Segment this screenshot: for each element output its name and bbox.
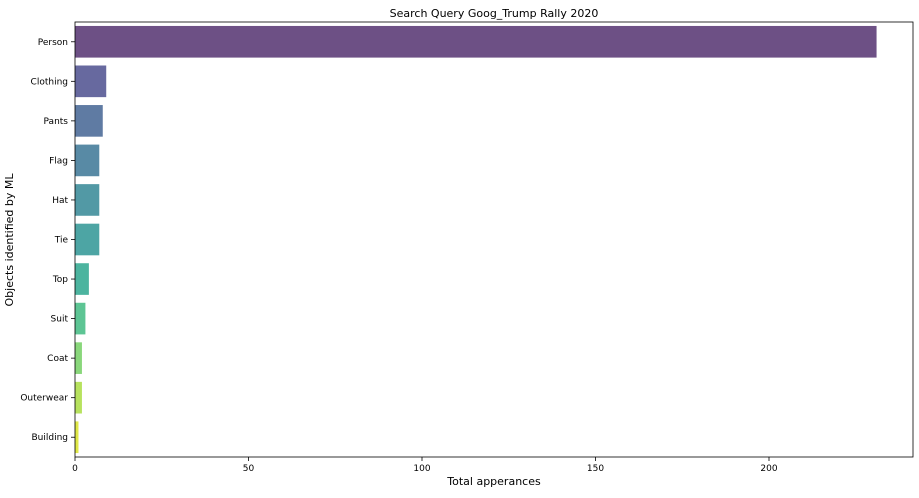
y-tick-label: Flag <box>49 156 68 166</box>
bar-clothing <box>75 65 107 98</box>
bar-hat <box>75 184 100 216</box>
y-tick-label: Building <box>31 433 68 443</box>
plot-border <box>74 21 914 458</box>
y-axis-label: Objects identified by ML <box>3 173 16 307</box>
bar-outerwear <box>75 381 82 414</box>
bar-suit <box>75 302 86 335</box>
x-tick-label: 0 <box>72 464 78 474</box>
bar-building <box>75 421 79 454</box>
bar-flag <box>75 144 100 177</box>
x-tick-label: 200 <box>760 464 777 474</box>
bar-person <box>75 25 877 58</box>
bars-group <box>75 25 877 454</box>
y-tick-label: Hat <box>52 196 68 206</box>
bar-pants <box>75 105 103 137</box>
bar-coat <box>75 342 82 374</box>
y-tick-label: Pants <box>44 117 69 127</box>
x-axis-label: Total apperances <box>446 475 541 488</box>
x-tick-label: 100 <box>413 464 430 474</box>
x-tick-label: 50 <box>243 464 255 474</box>
bar-top <box>75 263 89 295</box>
y-tick-label: Coat <box>47 354 68 364</box>
y-tick-label: Outerwear <box>20 394 68 404</box>
x-tick-label: 150 <box>587 464 604 474</box>
y-tick-label: Clothing <box>31 77 68 87</box>
chart-title: Search Query Goog_Trump Rally 2020 <box>390 7 599 20</box>
y-tick-label: Person <box>38 38 68 48</box>
bar-tie <box>75 223 100 256</box>
x-ticks-group: 0 50 100 150 200 <box>72 457 778 474</box>
plot-frame <box>74 21 914 458</box>
y-tick-label: Top <box>52 275 68 285</box>
y-tick-label: Suit <box>51 315 69 325</box>
y-ticks-group: Person Clothing Pants Flag Hat Tie Top Suit Coat… <box>20 38 75 443</box>
y-tick-label: Tie <box>54 236 69 246</box>
